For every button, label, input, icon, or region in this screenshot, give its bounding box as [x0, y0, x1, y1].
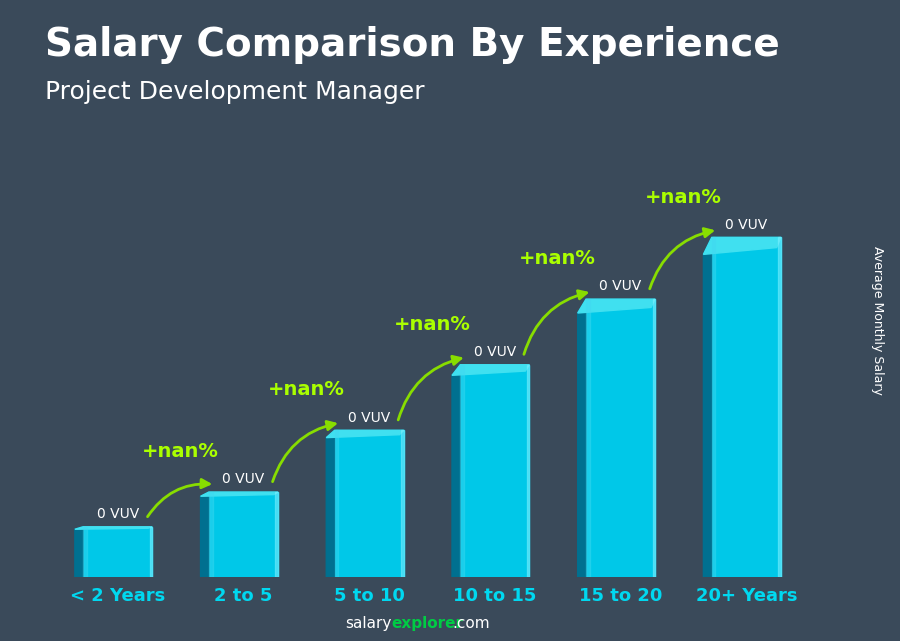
Text: +nan%: +nan%: [393, 315, 471, 334]
Bar: [586, 299, 655, 577]
Bar: [401, 430, 404, 577]
Text: 0 VUV: 0 VUV: [96, 507, 139, 521]
Text: .com: .com: [453, 617, 490, 631]
Polygon shape: [578, 299, 586, 577]
Bar: [83, 527, 152, 577]
Text: explorer: explorer: [392, 617, 464, 631]
Bar: [209, 492, 278, 577]
Text: salary: salary: [345, 617, 392, 631]
Polygon shape: [704, 237, 781, 254]
Bar: [778, 237, 781, 577]
Polygon shape: [201, 492, 278, 496]
Bar: [460, 365, 529, 577]
Polygon shape: [578, 299, 655, 313]
Polygon shape: [327, 430, 335, 577]
Polygon shape: [452, 365, 460, 577]
Bar: [652, 299, 655, 577]
Text: +nan%: +nan%: [142, 442, 219, 461]
Bar: [712, 237, 781, 577]
Bar: [460, 365, 464, 577]
Text: 0 VUV: 0 VUV: [348, 410, 391, 424]
Text: +nan%: +nan%: [519, 249, 596, 269]
Text: 0 VUV: 0 VUV: [725, 218, 768, 231]
Text: +nan%: +nan%: [645, 188, 722, 206]
Bar: [149, 527, 152, 577]
Text: 0 VUV: 0 VUV: [599, 279, 642, 294]
Polygon shape: [75, 527, 152, 529]
Bar: [209, 492, 212, 577]
Bar: [712, 237, 716, 577]
Polygon shape: [327, 430, 404, 438]
Bar: [335, 430, 404, 577]
Polygon shape: [704, 237, 712, 577]
Text: +nan%: +nan%: [268, 381, 345, 399]
Bar: [526, 365, 529, 577]
Polygon shape: [75, 527, 83, 577]
Polygon shape: [201, 492, 209, 577]
Text: 0 VUV: 0 VUV: [222, 472, 265, 487]
Text: Average Monthly Salary: Average Monthly Salary: [871, 246, 884, 395]
Polygon shape: [452, 365, 529, 376]
Bar: [83, 527, 87, 577]
Text: Salary Comparison By Experience: Salary Comparison By Experience: [45, 26, 779, 63]
Bar: [586, 299, 590, 577]
Bar: [275, 492, 278, 577]
Text: 0 VUV: 0 VUV: [473, 345, 516, 359]
Text: Project Development Manager: Project Development Manager: [45, 80, 425, 104]
Bar: [335, 430, 338, 577]
